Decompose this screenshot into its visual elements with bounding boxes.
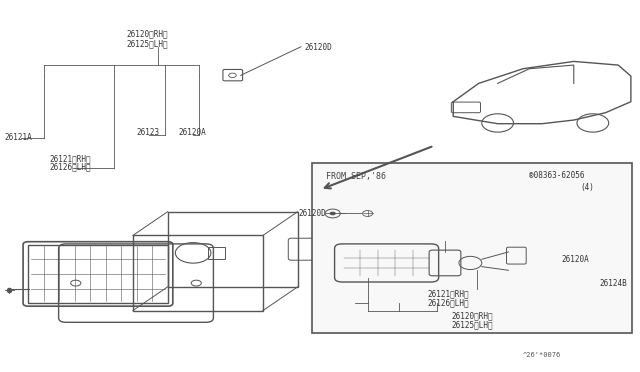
Text: (4): (4) xyxy=(580,183,594,192)
Text: 26120〈RH〉: 26120〈RH〉 xyxy=(127,29,168,38)
Text: 26120〈RH〉: 26120〈RH〉 xyxy=(451,312,493,321)
Text: ®08363-62056: ®08363-62056 xyxy=(529,170,585,180)
Text: FROM SEP,'86: FROM SEP,'86 xyxy=(326,172,387,181)
Text: 26121〈RH〉: 26121〈RH〉 xyxy=(49,154,91,163)
Text: 26121A: 26121A xyxy=(4,133,32,142)
Text: 26126〈LH〉: 26126〈LH〉 xyxy=(428,298,470,307)
Text: 26126〈LH〉: 26126〈LH〉 xyxy=(49,163,91,171)
Text: 26125〈LH〉: 26125〈LH〉 xyxy=(451,320,493,329)
Text: 26120A: 26120A xyxy=(561,255,589,264)
Text: 26121〈RH〉: 26121〈RH〉 xyxy=(428,289,470,299)
FancyBboxPatch shape xyxy=(312,163,632,333)
Text: 26120D: 26120D xyxy=(298,209,326,218)
Text: 26120D: 26120D xyxy=(304,43,332,52)
Text: ^26'*0076: ^26'*0076 xyxy=(523,352,561,357)
Circle shape xyxy=(330,212,336,215)
Text: 26125〈LH〉: 26125〈LH〉 xyxy=(127,40,168,49)
Text: 26120A: 26120A xyxy=(179,128,206,137)
Text: 26123: 26123 xyxy=(136,128,159,137)
Text: 26124B: 26124B xyxy=(599,279,627,288)
